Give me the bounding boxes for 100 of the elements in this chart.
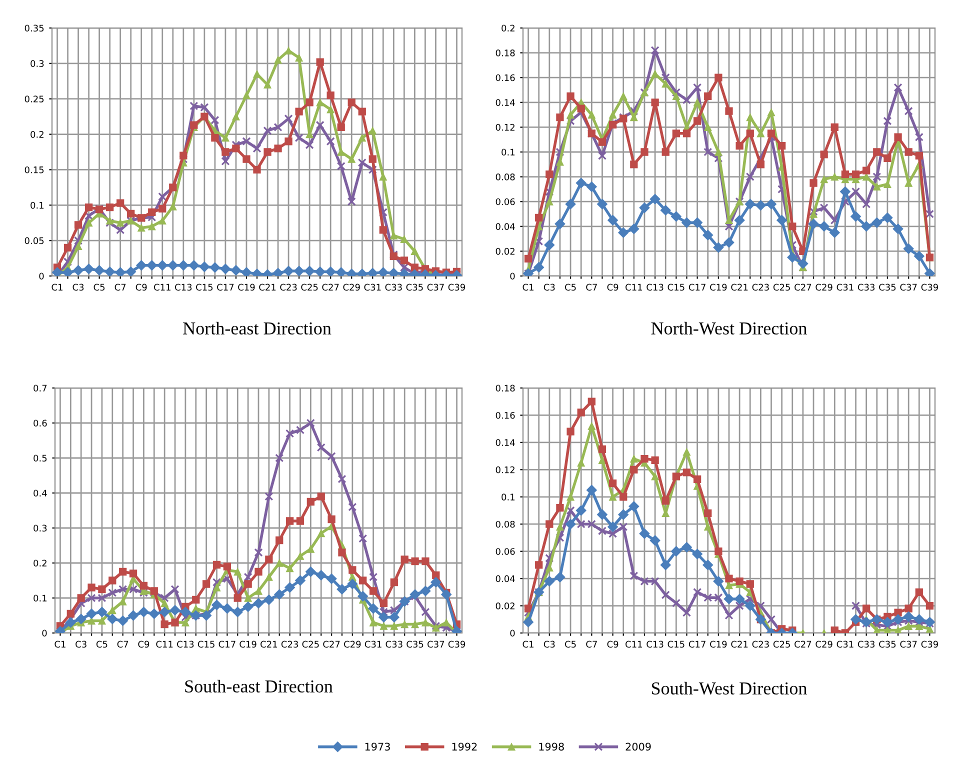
y-tick-label: 0.6	[34, 420, 47, 427]
x-tick-label: C33	[858, 284, 875, 291]
y-tick-label: 0.16	[496, 412, 515, 419]
x-tick-label: C7	[117, 640, 128, 648]
x-tick-label: C3	[544, 640, 555, 648]
y-tick-label: 0	[42, 630, 47, 637]
y-tick-label: 0.7	[34, 384, 47, 392]
y-tick-label: 0.15	[24, 166, 44, 174]
x-tick-label: C37	[900, 640, 917, 648]
y-tick-label: 0.18	[496, 384, 515, 392]
y-tick-label: 0.14	[496, 439, 515, 446]
x-tick-label: C17	[688, 284, 706, 291]
x-tick-label: C3	[72, 284, 84, 291]
x-tick-label: C25	[301, 284, 318, 291]
x-tick-label: C31	[364, 640, 382, 648]
text: South-east Direction	[185, 680, 333, 693]
x-tick-label: C17	[217, 284, 234, 291]
x-tick-label: C1	[52, 284, 62, 291]
y-tick-label: 0.2	[502, 24, 514, 32]
y-tick-label: 0.2	[34, 560, 46, 567]
x-tick-label: C11	[626, 284, 642, 291]
x-tick-label: C9	[138, 640, 150, 648]
x-tick-label: C11	[154, 284, 170, 291]
y-tick-label: 0.06	[496, 198, 515, 206]
x-tick-label: C29	[343, 284, 360, 291]
x-tick-label: C35	[879, 284, 896, 291]
x-tick-label: C27	[794, 640, 812, 648]
x-tick-label: C13	[177, 640, 194, 648]
x-tick-label: C7	[586, 284, 597, 291]
x-tick-label: C23	[752, 640, 769, 648]
x-tick-label: C3	[544, 284, 555, 291]
x-tick-label: C15	[198, 640, 214, 648]
y-tick-label: 0.05	[24, 237, 44, 244]
legend-label: 1992	[452, 742, 477, 751]
x-tick-label: C3	[76, 640, 86, 648]
x-tick-label: C7	[586, 640, 597, 648]
x-tick-label: C9	[607, 284, 618, 291]
x-tick-label: C1	[54, 640, 66, 648]
x-tick-label: C39	[448, 284, 466, 291]
x-tick-label: C33	[385, 284, 402, 291]
x-tick-label: C25	[773, 284, 790, 291]
y-tick-label: 0.1	[30, 202, 44, 209]
x-tick-label: C15	[196, 284, 213, 291]
x-tick-label: C27	[794, 284, 812, 291]
x-tick-label: C19	[238, 284, 255, 291]
x-tick-label: C31	[836, 284, 854, 291]
y-tick-label: 0.25	[24, 96, 44, 102]
x-tick-label: C19	[240, 640, 256, 648]
y-tick-label: 0	[510, 272, 515, 280]
x-tick-label: C7	[114, 284, 126, 291]
y-tick-label: 0.1	[502, 148, 515, 156]
x-tick-label: C29	[816, 284, 832, 291]
x-tick-label: C17	[218, 640, 236, 648]
x-tick-label: C15	[668, 640, 684, 648]
x-tick-label: C5	[565, 640, 576, 648]
x-tick-label: C17	[688, 640, 706, 648]
x-tick-label: C35	[406, 284, 423, 291]
x-tick-label: C21	[259, 284, 276, 291]
x-tick-label: C11	[156, 640, 173, 648]
x-tick-label: C21	[260, 640, 277, 648]
y-tick-label: 0.1	[34, 594, 47, 602]
y-tick-label: 0.08	[496, 174, 515, 180]
y-tick-label: 0.02	[496, 602, 514, 610]
x-tick-label: C31	[836, 640, 854, 648]
x-tick-label: C15	[668, 284, 684, 291]
x-tick-label: C1	[522, 640, 534, 648]
y-tick-label: 0	[510, 630, 515, 637]
x-tick-label: C5	[94, 284, 105, 291]
y-tick-label: 0.3	[30, 60, 44, 67]
x-tick-label: C19	[710, 640, 727, 648]
x-tick-label: C21	[731, 640, 748, 648]
x-tick-label: C37	[428, 640, 444, 648]
x-tick-label: C5	[565, 284, 576, 291]
x-tick-label: C13	[175, 284, 192, 291]
x-tick-label: C13	[646, 640, 664, 648]
x-tick-label: C39	[921, 284, 938, 291]
y-tick-label: 0.06	[496, 548, 515, 555]
x-tick-label: C23	[752, 284, 769, 291]
y-tick-label: 0	[39, 272, 44, 280]
x-tick-label: C29	[344, 640, 361, 648]
legend-label: 2009	[626, 742, 651, 751]
x-tick-label: C25	[302, 640, 319, 648]
y-tick-label: 0.12	[496, 124, 514, 131]
x-tick-label: C9	[607, 640, 618, 648]
legend-label: 1998	[539, 742, 564, 751]
y-tick-label: 0.16	[496, 74, 515, 82]
y-tick-label: 0.5	[34, 454, 47, 462]
x-tick-label: C37	[427, 284, 444, 291]
y-tick-label: 0.35	[24, 24, 44, 32]
x-tick-label: C13	[646, 284, 664, 291]
x-tick-label: C23	[281, 640, 298, 648]
y-tick-label: 0.2	[30, 131, 44, 138]
x-tick-label: C23	[280, 284, 297, 291]
text: North-east Direction	[183, 322, 332, 335]
x-tick-label: C11	[626, 640, 642, 648]
x-tick-label: C21	[731, 284, 748, 291]
x-tick-label: C29	[816, 640, 832, 648]
x-tick-label: C35	[406, 640, 424, 648]
x-tick-label: C39	[921, 640, 938, 648]
x-tick-label: C27	[323, 640, 340, 648]
